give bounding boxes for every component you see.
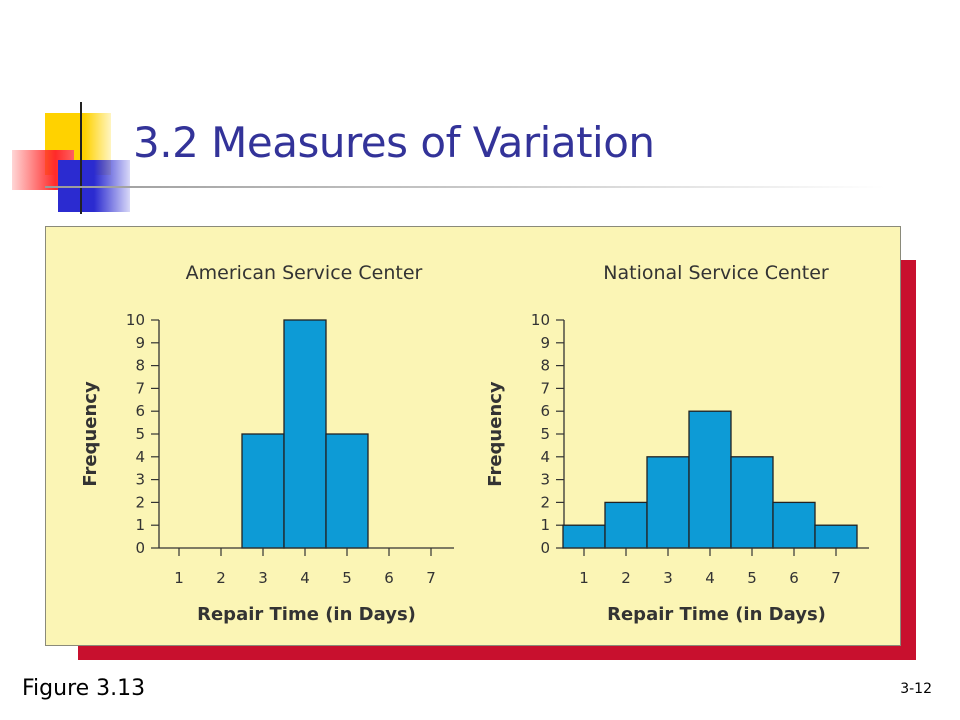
y-tick-label: 10 [531, 311, 550, 329]
y-tick-label: 4 [540, 448, 550, 466]
x-tick-label: 3 [258, 569, 268, 587]
y-tick-label: 6 [540, 402, 550, 420]
y-tick-label: 8 [135, 357, 145, 375]
x-tick-label: 6 [789, 569, 799, 587]
y-tick-label: 5 [540, 425, 550, 443]
x-tick-label: 2 [621, 569, 631, 587]
x-tick-label: 4 [300, 569, 310, 587]
x-tick-label: 7 [831, 569, 841, 587]
histogram-1: American Service Center 0 1 2 3 4 5 6 7 8 9 10 1 2 3 4 5… [80, 262, 454, 625]
y-tick-label: 5 [135, 425, 145, 443]
bar-1 [562, 524, 606, 549]
bar-3 [646, 456, 690, 549]
bar-2 [604, 501, 648, 549]
y-tick-label: 6 [135, 402, 145, 420]
page-number: 3-12 [900, 681, 932, 697]
title-divider [45, 186, 885, 188]
chart-title: American Service Center [186, 262, 423, 284]
x-axis-label: Repair Time (in Days) [197, 604, 416, 625]
bar-6 [772, 501, 816, 549]
x-tick-label: 7 [426, 569, 436, 587]
y-tick-label: 7 [135, 379, 145, 397]
decor-vertical-line [80, 102, 82, 214]
x-axis-label: Repair Time (in Days) [607, 604, 826, 625]
x-tick-label: 5 [342, 569, 352, 587]
y-tick-label: 1 [540, 516, 550, 534]
x-tick-label: 2 [216, 569, 226, 587]
y-tick-label: 7 [540, 379, 550, 397]
x-tick-label: 3 [663, 569, 673, 587]
slide-title: 3.2 Measures of Variation [133, 118, 655, 167]
x-tick-label: 1 [579, 569, 589, 587]
x-tick-label: 6 [384, 569, 394, 587]
bar-4 [283, 319, 327, 549]
bar-5 [325, 433, 369, 549]
bar-5 [730, 456, 774, 549]
bar-4 [688, 410, 732, 549]
y-tick-label: 9 [540, 334, 550, 352]
y-tick-label: 3 [540, 471, 550, 489]
chart-panel: American Service Center 0 1 2 3 4 5 6 7 8 9 10 1 2 3 4 5… [45, 226, 901, 646]
y-axis-label: Frequency [485, 381, 506, 487]
y-tick-label: 10 [126, 311, 145, 329]
bar-7 [814, 524, 858, 549]
figure-label: Figure 3.13 [22, 676, 146, 701]
histogram-2: National Service Center 0 1 2 3 4 5 6 7 8 9 10 1 2 3 4 5… [485, 262, 869, 625]
y-tick-label: 1 [135, 516, 145, 534]
chart-title: National Service Center [603, 262, 829, 284]
y-tick-label: 0 [135, 539, 145, 557]
y-tick-label: 3 [135, 471, 145, 489]
bar-3 [241, 433, 285, 549]
y-tick-label: 4 [135, 448, 145, 466]
y-tick-label: 0 [540, 539, 550, 557]
y-tick-label: 2 [540, 493, 550, 511]
y-tick-label: 8 [540, 357, 550, 375]
x-tick-label: 1 [174, 569, 184, 587]
y-tick-label: 2 [135, 493, 145, 511]
x-tick-label: 5 [747, 569, 757, 587]
y-axis-label: Frequency [80, 381, 101, 487]
y-tick-label: 9 [135, 334, 145, 352]
x-tick-label: 4 [705, 569, 715, 587]
